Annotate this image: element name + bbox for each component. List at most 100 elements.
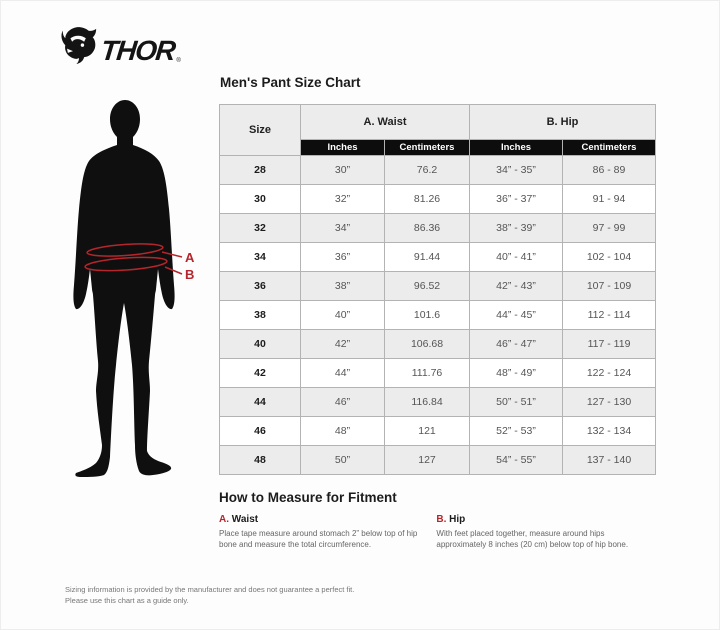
hip-cm-cell: 107 - 109 (562, 271, 656, 301)
waist-cm-cell: 76.2 (384, 155, 470, 185)
hip-cm-cell: 137 - 140 (562, 445, 656, 475)
waist-measure-line (86, 243, 164, 257)
table-row: 42 44” 111.76 48” - 49” 122 - 124 (219, 358, 656, 388)
measure-hip-text: With feet placed together, measure aroun… (436, 529, 629, 550)
chart-title: Men's Pant Size Chart (220, 75, 361, 90)
table-row: 36 38” 96.52 42” - 43” 107 - 109 (219, 271, 656, 301)
waist-inches-cell: 30” (300, 155, 385, 185)
waist-inches-cell: 48” (300, 416, 385, 446)
hip-inches-cell: 46” - 47” (469, 329, 563, 359)
hip-inches-cell: 42” - 43” (469, 271, 563, 301)
table-row: 46 48” 121 52” - 53” 132 - 134 (219, 416, 656, 446)
waist-inches-cell: 36” (300, 242, 385, 272)
measure-waist-text: Place tape measure around stomach 2” bel… (219, 529, 418, 550)
size-cell: 32 (219, 213, 301, 243)
hip-label: B (185, 267, 194, 282)
table-row: 34 36” 91.44 40” - 41” 102 - 104 (219, 242, 656, 272)
size-cell: 44 (219, 387, 301, 417)
disclaimer: Sizing information is provided by the ma… (65, 585, 354, 607)
waist-inches-cell: 50” (300, 445, 385, 475)
waist-leader-line (161, 251, 183, 258)
column-header-hip-centimeters: Centimeters (562, 139, 656, 156)
hip-inches-cell: 36” - 37” (469, 184, 563, 214)
how-to-measure-section: How to Measure for Fitment A. Waist Plac… (219, 490, 656, 550)
hip-cm-cell: 112 - 114 (562, 300, 656, 330)
measure-hip-heading: B. Hip (436, 514, 656, 525)
waist-inches-cell: 44” (300, 358, 385, 388)
waist-inches-cell: 38” (300, 271, 385, 301)
hip-cm-cell: 132 - 134 (562, 416, 656, 446)
hip-inches-cell: 38” - 39” (469, 213, 563, 243)
hip-inches-cell: 54” - 55” (469, 445, 563, 475)
hip-inches-cell: 52” - 53” (469, 416, 563, 446)
size-cell: 48 (219, 445, 301, 475)
waist-inches-cell: 46” (300, 387, 385, 417)
size-cell: 38 (219, 300, 301, 330)
brand-wordmark: THOR (99, 35, 177, 66)
table-row: 38 40” 101.6 44” - 45” 112 - 114 (219, 300, 656, 330)
column-header-hip: B. Hip (469, 104, 656, 140)
measure-title: How to Measure for Fitment (219, 490, 397, 505)
hip-cm-cell: 122 - 124 (562, 358, 656, 388)
male-silhouette (73, 100, 175, 477)
hip-measure-line (84, 256, 168, 272)
measure-waist: A. Waist Place tape measure around stoma… (219, 514, 422, 550)
waist-cm-cell: 106.68 (384, 329, 470, 359)
hip-inches-cell: 34” - 35” (469, 155, 563, 185)
hip-cm-cell: 102 - 104 (562, 242, 656, 272)
hip-cm-cell: 127 - 130 (562, 387, 656, 417)
waist-cm-cell: 91.44 (384, 242, 470, 272)
waist-inches-cell: 34” (300, 213, 385, 243)
table-row: 44 46” 116.84 50” - 51” 127 - 130 (219, 387, 656, 417)
column-header-hip-inches: Inches (469, 139, 563, 156)
hip-inches-cell: 44” - 45” (469, 300, 563, 330)
measure-hip-label: Hip (449, 514, 466, 525)
hip-cm-cell: 117 - 119 (562, 329, 656, 359)
size-cell: 42 (219, 358, 301, 388)
measure-hip-key: B. (436, 514, 447, 525)
size-cell: 36 (219, 271, 301, 301)
column-header-waist-inches: Inches (300, 139, 385, 156)
group-header-row: Size A. Waist B. Hip (219, 104, 656, 156)
disclaimer-line-1: Sizing information is provided by the ma… (65, 585, 355, 594)
size-cell: 46 (219, 416, 301, 446)
table-row: 40 42” 106.68 46” - 47” 117 - 119 (219, 329, 656, 359)
size-cell: 40 (219, 329, 301, 359)
waist-inches-cell: 42” (300, 329, 385, 359)
size-chart-section: Men's Pant Size Chart Size A. Waist B. H… (219, 75, 656, 550)
waist-inches-cell: 32” (300, 184, 385, 214)
disclaimer-line-2: Please use this chart as a guide only. (65, 595, 189, 605)
measure-hip: B. Hip With feet placed together, measur… (436, 514, 656, 550)
size-table: Size A. Waist B. Hip Inches Centimeters … (219, 104, 656, 475)
measure-waist-key: A. (219, 514, 229, 525)
table-row: 28 30” 76.2 34” - 35” 86 - 89 (219, 155, 656, 185)
male-silhouette-svg: A B (73, 100, 195, 477)
waist-cm-cell: 96.52 (384, 271, 470, 301)
column-header-waist-centimeters: Centimeters (384, 139, 470, 156)
waist-inches-cell: 40” (300, 300, 385, 330)
column-header-waist: A. Waist (300, 104, 470, 140)
hip-leader-line (164, 266, 183, 275)
table-row: 30 32” 81.26 36” - 37” 91 - 94 (219, 184, 656, 214)
hip-cm-cell: 91 - 94 (562, 184, 656, 214)
waist-cm-cell: 111.76 (384, 358, 470, 388)
waist-cm-cell: 81.26 (384, 184, 470, 214)
sub-header-row: Inches Centimeters Inches Centimeters (220, 139, 656, 156)
thor-logo: THOR ® (61, 27, 181, 66)
table-row: 48 50” 127 54” - 55” 137 - 140 (219, 445, 656, 475)
waist-label: A (185, 250, 195, 265)
thor-bull-icon (61, 27, 97, 64)
registered-mark: ® (176, 58, 181, 64)
measure-waist-heading: A. Waist (219, 514, 422, 525)
waist-cm-cell: 86.36 (384, 213, 470, 243)
waist-cm-cell: 121 (384, 416, 470, 446)
waist-cm-cell: 127 (384, 445, 470, 475)
table-row: 32 34” 86.36 38” - 39” 97 - 99 (219, 213, 656, 243)
hip-inches-cell: 40” - 41” (469, 242, 563, 272)
measure-waist-label: Waist (231, 514, 259, 525)
hip-inches-cell: 48” - 49” (469, 358, 563, 388)
measurement-figure: A B (59, 93, 201, 488)
hip-cm-cell: 97 - 99 (562, 213, 656, 243)
size-cell: 34 (219, 242, 301, 272)
